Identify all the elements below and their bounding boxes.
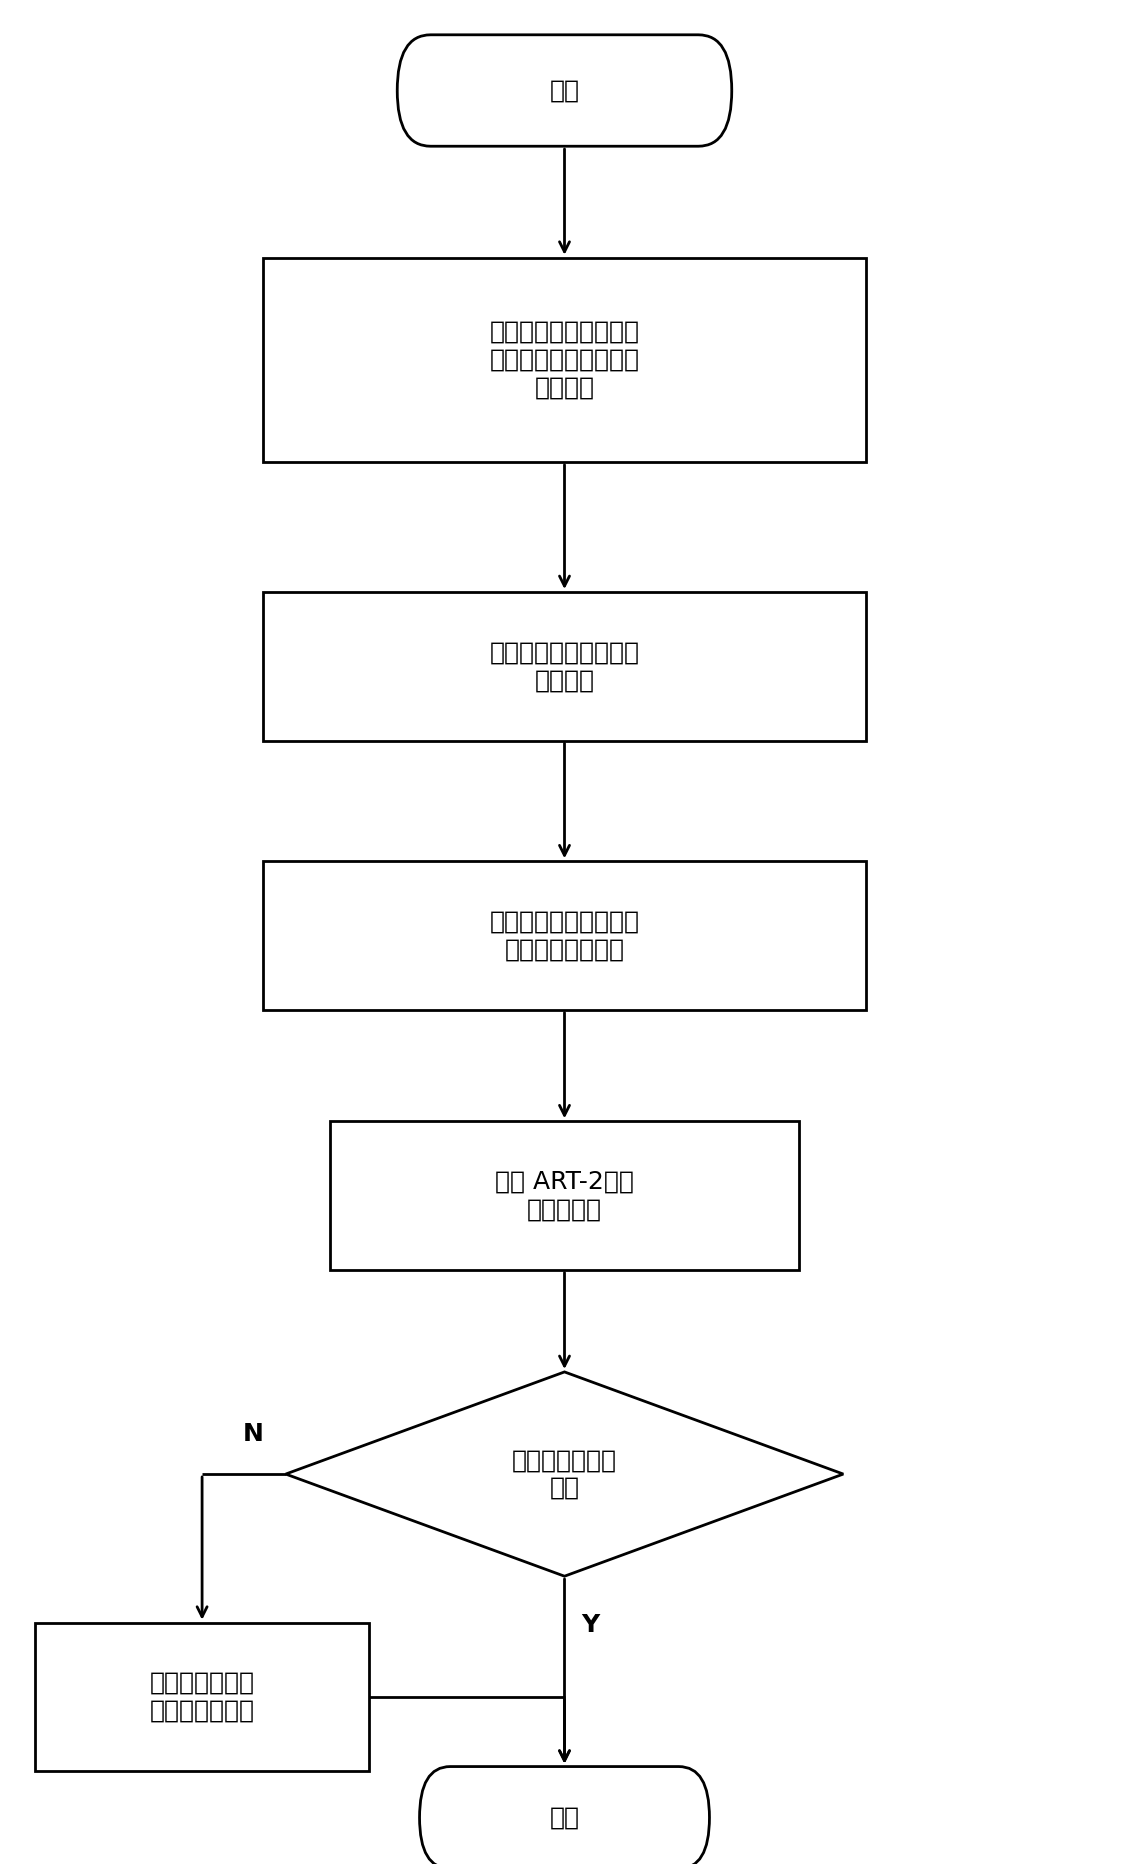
Bar xyxy=(263,258,866,462)
Text: 接地网状态是否
良好: 接地网状态是否 良好 xyxy=(511,1448,618,1501)
Text: 输入 ART-2型网
络进行识别: 输入 ART-2型网 络进行识别 xyxy=(495,1169,634,1222)
Polygon shape xyxy=(286,1371,843,1575)
Bar xyxy=(331,1121,798,1270)
Text: 结束: 结束 xyxy=(550,1806,579,1830)
FancyBboxPatch shape xyxy=(420,1766,709,1869)
FancyBboxPatch shape xyxy=(397,36,732,146)
Text: 接地网导体完好时的土
壤模型建立及工频接地
阻抗计算: 接地网导体完好时的土 壤模型建立及工频接地 阻抗计算 xyxy=(490,320,639,400)
Text: 开始: 开始 xyxy=(550,79,579,103)
Text: 计算接地网导体断裂时
特征参数: 计算接地网导体断裂时 特征参数 xyxy=(490,640,639,692)
Text: 根据当前测量数据计算
接地网的特征参数: 根据当前测量数据计算 接地网的特征参数 xyxy=(490,909,639,962)
Text: N: N xyxy=(243,1422,263,1446)
Bar xyxy=(35,1622,369,1772)
Bar xyxy=(263,861,866,1010)
Text: 记录潜在隐患的
类型和故障区域: 记录潜在隐患的 类型和故障区域 xyxy=(149,1671,254,1723)
Text: Y: Y xyxy=(581,1613,599,1637)
Bar xyxy=(263,591,866,741)
